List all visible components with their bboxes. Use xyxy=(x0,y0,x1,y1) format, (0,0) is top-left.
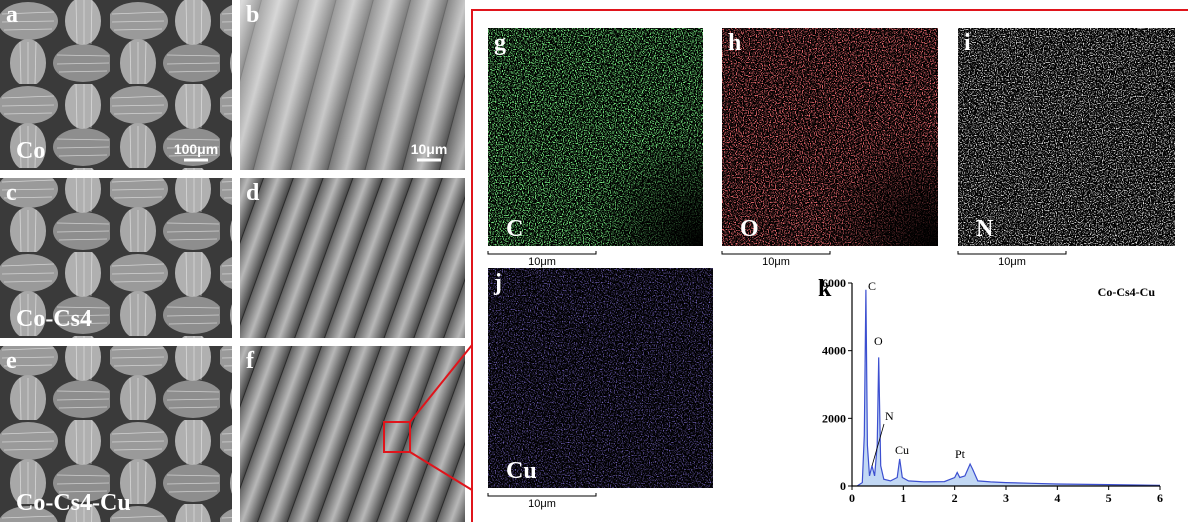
map-shade xyxy=(722,28,938,246)
map-label: i xyxy=(964,30,971,56)
x-tick-label: 4 xyxy=(1054,491,1060,505)
x-tick-label: 0 xyxy=(849,491,855,505)
peak-label: C xyxy=(868,279,876,293)
eds-maps: g C 10μm h O 10μm i N 10μm j Cu 10μm xyxy=(488,28,1175,510)
y-tick-label: 4000 xyxy=(822,344,846,358)
map-label: j xyxy=(493,270,502,296)
panel-label: d xyxy=(246,180,260,206)
scale-bar-label: 100μm xyxy=(174,141,218,157)
panel-label: b xyxy=(246,2,259,28)
map-element: O xyxy=(740,216,759,242)
peak-label: N xyxy=(885,409,894,423)
x-tick-label: 2 xyxy=(952,491,958,505)
scale-bar-label: 10μm xyxy=(411,141,448,157)
scale-bar-label: 10μm xyxy=(528,498,556,510)
scale-bar xyxy=(722,251,830,254)
x-tick-label: 1 xyxy=(900,491,906,505)
panel-label: c xyxy=(6,180,17,206)
scale-bar-label: 10μm xyxy=(528,256,556,268)
map-element: N xyxy=(976,216,994,242)
x-tick-label: 5 xyxy=(1106,491,1112,505)
scale-bar xyxy=(958,251,1066,254)
map-signal xyxy=(488,268,713,488)
scale-bar xyxy=(488,493,596,496)
map-label: g xyxy=(494,30,506,56)
chart-title: Co-Cs4-Cu xyxy=(1098,285,1156,299)
x-tick-label: 3 xyxy=(1003,491,1009,505)
figure: a Co 100μm b 10μm c Co-Cs4 d e Co-Cs4-Cu f g C 10μm h… xyxy=(0,0,1188,522)
peak-label: O xyxy=(874,334,883,348)
panel-caption: Co xyxy=(16,138,45,164)
map-shade xyxy=(488,28,703,246)
panel-caption: Co-Cs4 xyxy=(16,306,92,332)
panel-caption: Co-Cs4-Cu xyxy=(16,490,131,516)
x-tick-label: 6 xyxy=(1157,491,1163,505)
y-tick-label: 0 xyxy=(840,479,846,493)
scale-bar-label: 10μm xyxy=(998,256,1026,268)
map-element: Cu xyxy=(506,458,537,484)
panel-label: a xyxy=(6,2,18,28)
y-tick-label: 6000 xyxy=(822,276,846,290)
peak-label: Cu xyxy=(895,443,909,457)
map-signal xyxy=(958,28,1175,246)
scale-bar xyxy=(488,251,596,254)
sem-image xyxy=(240,178,465,338)
scale-bar-label: 10μm xyxy=(762,256,790,268)
sem-image xyxy=(240,346,465,522)
panel-label: e xyxy=(6,348,17,374)
map-element: C xyxy=(506,216,523,242)
y-tick-label: 2000 xyxy=(822,411,846,425)
peak-label: Pt xyxy=(955,447,966,461)
panel-label: f xyxy=(246,348,255,374)
map-label: h xyxy=(728,30,741,56)
